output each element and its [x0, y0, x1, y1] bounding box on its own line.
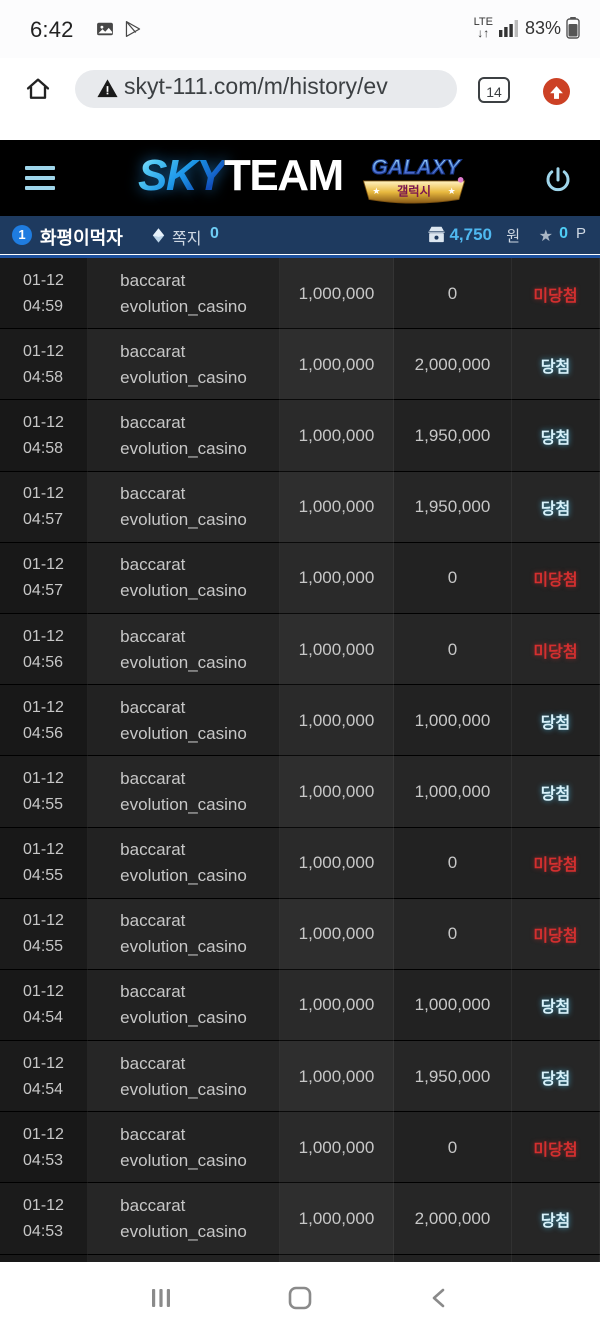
svg-text:갤럭시: 갤럭시 — [397, 185, 431, 199]
svg-text:★: ★ — [448, 186, 456, 196]
svg-text:★: ★ — [372, 186, 380, 196]
svg-text:GALAXY: GALAXY — [371, 155, 462, 179]
